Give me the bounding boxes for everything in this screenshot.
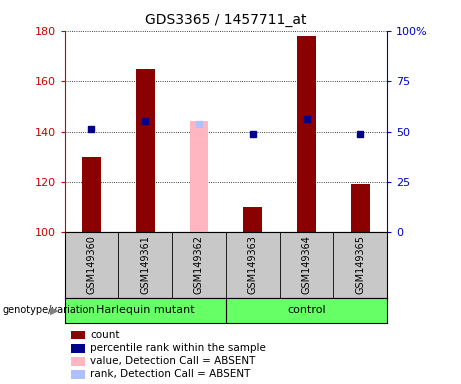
Text: GSM149365: GSM149365 bbox=[355, 235, 366, 295]
Bar bbox=[136, 68, 154, 232]
Text: GSM149363: GSM149363 bbox=[248, 235, 258, 295]
Text: GSM149361: GSM149361 bbox=[140, 235, 150, 295]
Text: GDS3365 / 1457711_at: GDS3365 / 1457711_at bbox=[145, 13, 307, 27]
Text: rank, Detection Call = ABSENT: rank, Detection Call = ABSENT bbox=[90, 369, 250, 379]
Text: ▶: ▶ bbox=[50, 305, 59, 315]
Bar bbox=[351, 184, 370, 232]
Text: GSM149360: GSM149360 bbox=[86, 235, 96, 295]
Text: GSM149362: GSM149362 bbox=[194, 235, 204, 295]
Text: value, Detection Call = ABSENT: value, Detection Call = ABSENT bbox=[90, 356, 255, 366]
Bar bbox=[243, 207, 262, 232]
Text: Harlequin mutant: Harlequin mutant bbox=[96, 305, 195, 315]
Text: control: control bbox=[287, 305, 326, 315]
Text: count: count bbox=[90, 330, 119, 340]
Text: percentile rank within the sample: percentile rank within the sample bbox=[90, 343, 266, 353]
Text: genotype/variation: genotype/variation bbox=[2, 305, 95, 315]
Bar bbox=[82, 157, 101, 232]
Bar bbox=[297, 36, 316, 232]
Text: GSM149364: GSM149364 bbox=[301, 235, 312, 295]
Bar bbox=[189, 121, 208, 232]
